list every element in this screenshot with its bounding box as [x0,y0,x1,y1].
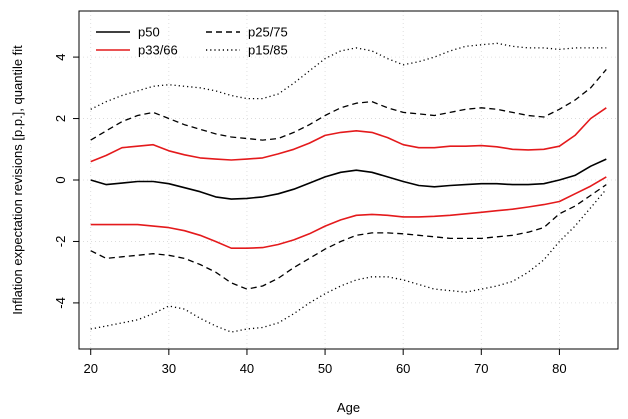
grid-lines [79,11,618,349]
series-line-6 [90,188,607,333]
x-tick-label: 20 [83,361,97,376]
y-tick-label: -4 [53,297,68,309]
series-line-0 [90,158,607,200]
y-tick-label: -2 [53,236,68,248]
x-tick-label: 50 [318,361,332,376]
x-tick-label: 80 [552,361,566,376]
legend-label: p33/66 [138,43,178,58]
y-tick-label: 4 [53,53,68,60]
y-tick-label: 0 [53,176,68,183]
y-tick-label: 2 [53,115,68,122]
x-axis-label: Age [337,400,360,415]
legend-label: p15/85 [248,43,288,58]
x-tick-label: 70 [474,361,488,376]
series-line-2 [90,176,607,249]
y-axis-label: Inflation expectation revisions [p.p.], … [10,45,25,315]
series-line-5 [90,42,607,110]
x-tick-label: 30 [162,361,176,376]
legend-label: p50 [138,25,160,40]
x-axis: 20 30 40 50 60 70 80 [83,349,567,376]
series-line-3 [90,68,607,141]
x-tick-label: 40 [240,361,254,376]
series-lines [90,42,607,333]
legend: p50 p33/66 p25/75 p15/85 [96,25,288,58]
legend-label: p25/75 [248,25,288,40]
series-line-4 [90,184,607,290]
series-line-1 [90,107,607,163]
y-axis: -4 -2 0 2 4 [53,53,79,309]
x-tick-label: 60 [396,361,410,376]
